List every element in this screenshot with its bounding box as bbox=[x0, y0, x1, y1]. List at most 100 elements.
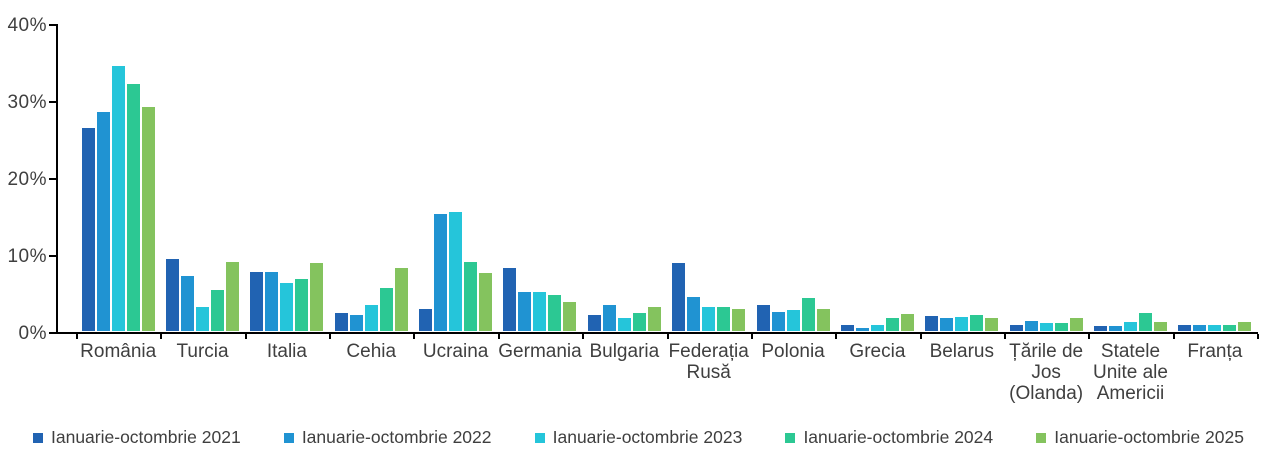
y-axis-tick bbox=[49, 23, 56, 26]
bar bbox=[518, 291, 532, 332]
x-axis-tick bbox=[835, 333, 838, 339]
bar bbox=[449, 211, 463, 332]
x-axis-tick bbox=[582, 333, 585, 339]
x-axis-category-label: Italia bbox=[266, 340, 307, 362]
bar bbox=[717, 306, 731, 332]
bar bbox=[940, 318, 954, 332]
legend-item: Ianuarie-octombrie 2024 bbox=[785, 427, 993, 448]
bar bbox=[111, 66, 125, 332]
bar bbox=[687, 296, 701, 332]
bar bbox=[1124, 322, 1137, 332]
y-axis-tick-label: 10% bbox=[7, 245, 47, 267]
bar bbox=[870, 325, 884, 332]
x-axis-category-label: Federația Rusă bbox=[668, 340, 749, 383]
legend-label: Ianuarie-octombrie 2021 bbox=[51, 427, 241, 447]
legend-label: Ianuarie-octombrie 2024 bbox=[803, 427, 994, 447]
bar bbox=[900, 313, 914, 332]
legend-color-swatch bbox=[33, 432, 43, 443]
bar bbox=[126, 83, 140, 332]
x-axis-category-label: Statele Unite ale Americii bbox=[1092, 340, 1168, 404]
bar bbox=[1094, 326, 1107, 332]
bar bbox=[1154, 322, 1167, 332]
bar bbox=[280, 283, 294, 332]
bar bbox=[1109, 326, 1122, 332]
bar bbox=[226, 261, 240, 332]
bar bbox=[211, 289, 225, 332]
y-axis-line bbox=[56, 23, 58, 334]
x-axis-tick bbox=[1088, 333, 1091, 339]
bar bbox=[771, 312, 785, 332]
bar bbox=[464, 261, 478, 332]
bar bbox=[364, 304, 378, 332]
legend-color-swatch bbox=[785, 432, 796, 443]
bar bbox=[1024, 320, 1038, 332]
legend-color-swatch bbox=[1036, 432, 1047, 443]
x-axis-tick bbox=[413, 333, 416, 339]
bar bbox=[632, 313, 646, 332]
x-axis-category-label: Grecia bbox=[849, 340, 906, 362]
bar bbox=[647, 306, 661, 332]
bar bbox=[1039, 323, 1053, 332]
x-axis-tick bbox=[1172, 333, 1175, 339]
bar bbox=[732, 309, 746, 332]
bar bbox=[970, 314, 984, 332]
x-axis-category-label: România bbox=[80, 340, 157, 362]
legend-color-swatch bbox=[534, 432, 545, 443]
bar bbox=[786, 309, 800, 332]
x-axis-tick bbox=[1003, 333, 1006, 339]
y-axis-tick-label: 0% bbox=[18, 322, 47, 344]
x-axis-category-label: Bulgaria bbox=[589, 340, 660, 362]
bar bbox=[1069, 317, 1083, 332]
x-axis-tick bbox=[666, 333, 669, 339]
x-axis-category-label: Turcia bbox=[176, 340, 229, 362]
bar bbox=[985, 317, 999, 332]
bar bbox=[1178, 325, 1192, 332]
y-axis-tick-label: 30% bbox=[7, 91, 47, 113]
bar bbox=[334, 313, 348, 332]
bar bbox=[250, 272, 264, 332]
legend-item: Ianuarie-octombrie 2025 bbox=[1036, 427, 1244, 448]
bar bbox=[1009, 324, 1023, 332]
bar bbox=[1139, 313, 1152, 332]
bar bbox=[702, 306, 716, 332]
x-axis-tick bbox=[329, 333, 332, 339]
bar bbox=[1208, 324, 1222, 332]
x-axis-category-label: Franța bbox=[1187, 340, 1243, 362]
x-axis-category-label: Polonia bbox=[761, 340, 825, 362]
bar bbox=[801, 297, 815, 332]
bar bbox=[1223, 325, 1237, 332]
bar bbox=[885, 318, 899, 332]
legend-label: Ianuarie-octombrie 2025 bbox=[1054, 427, 1244, 447]
bar bbox=[141, 106, 155, 332]
bar bbox=[434, 213, 448, 332]
x-axis-tick bbox=[160, 333, 163, 339]
x-axis-category-label: Germania bbox=[498, 340, 582, 362]
x-axis-category-label: Ucraina bbox=[422, 340, 489, 362]
y-axis-tick-label: 20% bbox=[7, 168, 47, 190]
bar bbox=[166, 259, 180, 332]
bar bbox=[265, 272, 279, 332]
bar bbox=[295, 279, 309, 332]
x-axis-tick bbox=[244, 333, 247, 339]
x-axis-line bbox=[56, 331, 1259, 334]
bar bbox=[96, 112, 110, 332]
bar bbox=[563, 301, 577, 332]
x-axis-category-label: Cehia bbox=[346, 340, 397, 362]
bar bbox=[349, 314, 363, 332]
bar bbox=[1238, 322, 1252, 332]
y-axis-tick bbox=[49, 331, 56, 334]
bar bbox=[925, 316, 939, 332]
bar bbox=[548, 295, 562, 332]
bar bbox=[587, 314, 601, 332]
y-axis-tick-label: 40% bbox=[7, 14, 47, 36]
bar bbox=[617, 317, 631, 332]
bar bbox=[479, 273, 493, 332]
legend-item: Ianuarie-octombrie 2022 bbox=[283, 427, 492, 448]
chart-legend: Ianuarie-octombrie 2021 Ianuarie-octombri… bbox=[33, 427, 1244, 448]
bar bbox=[816, 309, 830, 332]
bar bbox=[310, 263, 324, 332]
bar bbox=[81, 127, 95, 332]
bar bbox=[840, 324, 854, 332]
x-axis-category-label: Belarus bbox=[929, 340, 994, 362]
